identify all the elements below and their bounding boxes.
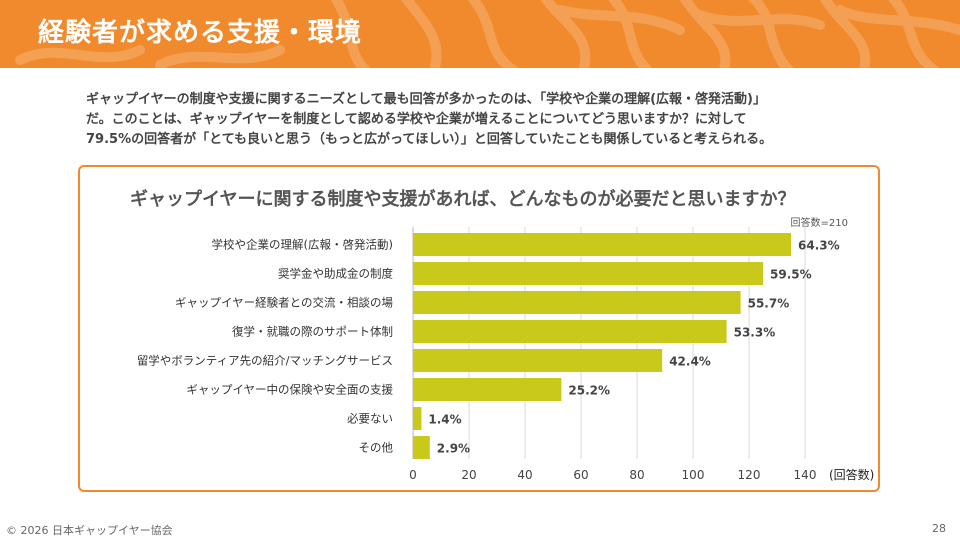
bar xyxy=(413,233,791,256)
respondent-count: 回答数=210 xyxy=(790,218,848,229)
bar xyxy=(413,320,727,343)
x-tick-label: 0 xyxy=(409,468,417,482)
bar xyxy=(413,262,763,285)
page-number: 28 xyxy=(932,522,946,535)
data-label: 1.4% xyxy=(428,413,461,427)
bar xyxy=(413,349,663,372)
bar-chart: 0 20 40 60 80 100 120 140 (回答数) 学校や企業の理解(広報・啓発活動)… xyxy=(137,227,874,482)
x-tick-label: 120 xyxy=(738,468,761,482)
category-label: 留学やボランティア先の紹介/マッチングサービス xyxy=(137,354,393,368)
header-banner: 経験者が求める支援・環境 xyxy=(0,0,960,68)
data-label: 42.4% xyxy=(669,355,711,369)
x-tick-label: 20 xyxy=(461,468,476,482)
data-label: 59.5% xyxy=(770,268,812,282)
page-title: 経験者が求める支援・環境 xyxy=(38,18,363,48)
intro-line-1: ギャップイヤーの制度や支援に関するニーズとして最も回答が多かったのは、「学校や企… xyxy=(86,92,766,107)
bar xyxy=(413,407,422,430)
category-label: 学校や企業の理解(広報・啓発活動) xyxy=(212,238,393,252)
chart-box: ギャップイヤーに関する制度や支援があれば、どんなものが必要だと思いますか？ 回答… xyxy=(78,165,880,492)
category-label: ギャップイヤー経験者との交流・相談の場 xyxy=(175,296,394,310)
data-label: 25.2% xyxy=(568,384,610,398)
bar xyxy=(413,378,562,401)
data-label: 55.7% xyxy=(748,297,790,311)
intro-line-3: 79.5%の回答者が「とても良いと思う（もっと広がってほしい）」と回答していたこ… xyxy=(86,132,773,147)
data-label: 2.9% xyxy=(437,442,470,456)
data-label: 53.3% xyxy=(734,326,776,340)
x-tick-label: 140 xyxy=(794,468,817,482)
intro-text: ギャップイヤーの制度や支援に関するニーズとして最も回答が多かったのは、「学校や企… xyxy=(86,90,886,150)
category-label: ギャップイヤー中の保険や安全面の支援 xyxy=(186,383,393,397)
category-label: その他 xyxy=(359,441,394,455)
x-tick-label: 60 xyxy=(573,468,588,482)
copyright: © 2026 日本ギャップイヤー協会 xyxy=(6,524,173,537)
header-pattern xyxy=(15,0,960,68)
category-label: 復学・就職の際のサポート体制 xyxy=(232,325,393,339)
x-tick-label: 100 xyxy=(682,468,705,482)
bar xyxy=(413,291,741,314)
category-label: 奨学金や助成金の制度 xyxy=(278,267,393,281)
x-axis-label: (回答数) xyxy=(829,467,874,482)
x-tick-label: 80 xyxy=(629,468,644,482)
bar xyxy=(413,436,430,459)
intro-line-2: だ。このことは、ギャップイヤーを制度として認める学校や企業が増えることについてど… xyxy=(86,112,747,127)
chart-title: ギャップイヤーに関する制度や支援があれば、どんなものが必要だと思いますか？ xyxy=(130,189,796,210)
data-label: 64.3% xyxy=(798,239,840,253)
category-label: 必要ない xyxy=(347,412,393,426)
x-tick-label: 40 xyxy=(517,468,532,482)
